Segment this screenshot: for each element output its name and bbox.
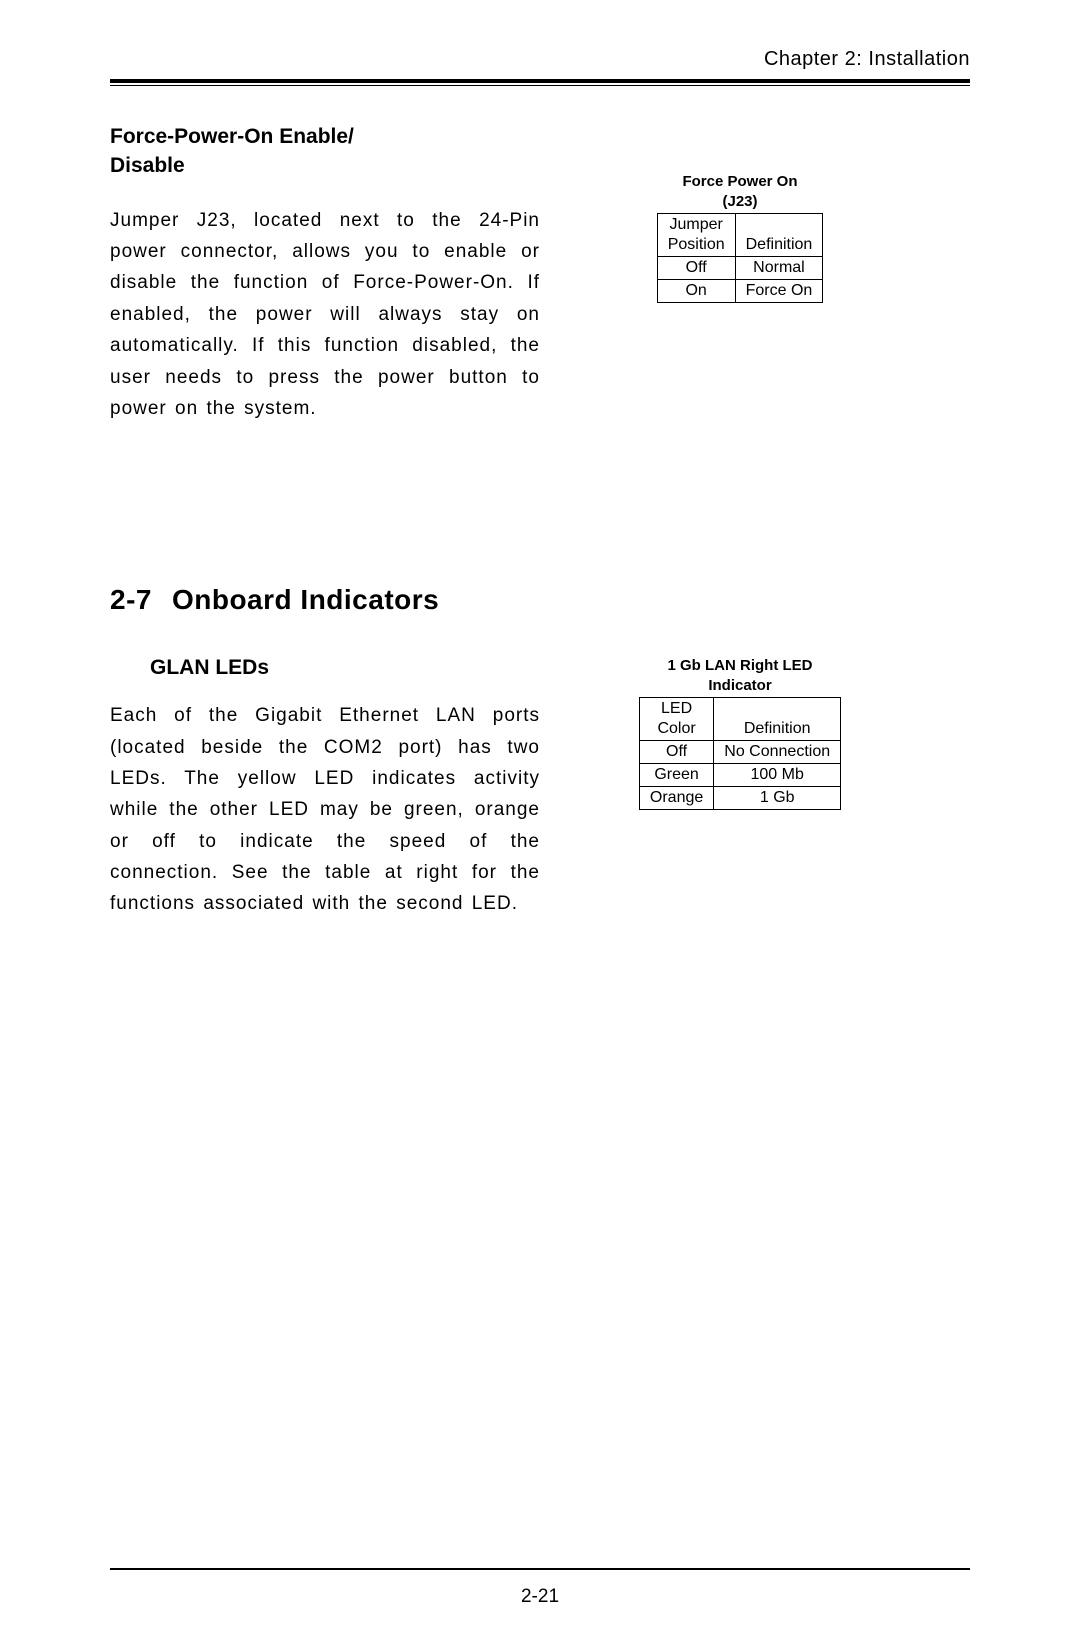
table2-header-col1-line2: Color [657, 720, 695, 737]
table-cell: 100 Mb [714, 764, 841, 787]
table-cell: Normal [735, 257, 823, 280]
section-number: 2-7 [110, 584, 152, 615]
section-title-text: Onboard Indicators [172, 584, 439, 615]
glan-led-table: LED Color Definition Off No Connection G… [639, 697, 841, 810]
force-power-on-table: Jumper Position Definition Off Normal On… [657, 213, 824, 303]
table2-header-col2: Definition [714, 698, 841, 741]
section2-body: Each of the Gigabit Ethernet LAN ports (… [110, 700, 540, 919]
section-force-power-on: Force-Power-On Enable/ Disable Jumper J2… [110, 122, 970, 424]
section1-table-column: Force Power On (J23) Jumper Position Def… [590, 122, 890, 424]
section-glan-leds: GLAN LEDs Each of the Gigabit Ethernet L… [110, 656, 970, 919]
page-number: 2-21 [0, 1586, 1080, 1608]
table-row: Green 100 Mb [639, 764, 840, 787]
footer-rule [110, 1568, 970, 1570]
table-cell: Orange [639, 787, 713, 810]
table2-header-col1: LED Color [639, 698, 713, 741]
section1-title-line2: Disable [110, 154, 185, 177]
section1-title-line1: Force-Power-On Enable/ [110, 125, 354, 148]
section-heading: 2-7 Onboard Indicators [110, 584, 970, 616]
section1-title: Force-Power-On Enable/ Disable [110, 122, 540, 181]
section2-title: GLAN LEDs [150, 656, 540, 680]
section1-body: Jumper J23, located next to the 24-Pin p… [110, 205, 540, 424]
table1-header-col2: Definition [735, 214, 823, 257]
table-cell: Force On [735, 280, 823, 303]
table2-caption: 1 Gb LAN Right LED Indicator [620, 656, 860, 695]
table-row: Off No Connection [639, 741, 840, 764]
table-cell: On [657, 280, 735, 303]
table-row: Orange 1 Gb [639, 787, 840, 810]
section2-text-column: GLAN LEDs Each of the Gigabit Ethernet L… [110, 656, 540, 919]
section2-table-column: 1 Gb LAN Right LED Indicator LED Color D… [590, 656, 890, 919]
table-cell: No Connection [714, 741, 841, 764]
table-row: On Force On [657, 280, 823, 303]
table2-caption-line1: 1 Gb LAN Right LED [668, 657, 813, 674]
table-cell: Off [639, 741, 713, 764]
table-row: Jumper Position Definition [657, 214, 823, 257]
table-cell: Off [657, 257, 735, 280]
table-cell: Green [639, 764, 713, 787]
table-cell: 1 Gb [714, 787, 841, 810]
section1-text-column: Force-Power-On Enable/ Disable Jumper J2… [110, 122, 540, 424]
table2-header-col1-line1: LED [661, 700, 692, 717]
table1-header-col1-line2: Position [668, 236, 725, 253]
table-row: Off Normal [657, 257, 823, 280]
table-row: LED Color Definition [639, 698, 840, 741]
table1-caption-line1: Force Power On [682, 173, 797, 190]
table2-caption-line2: Indicator [708, 677, 771, 694]
header-rule [110, 79, 970, 86]
chapter-header: Chapter 2: Installation [110, 48, 970, 71]
table1-caption: Force Power On (J23) [625, 172, 855, 211]
table1-caption-line2: (J23) [722, 193, 757, 210]
table1-header-col1: Jumper Position [657, 214, 735, 257]
table1-header-col1-line1: Jumper [669, 216, 722, 233]
